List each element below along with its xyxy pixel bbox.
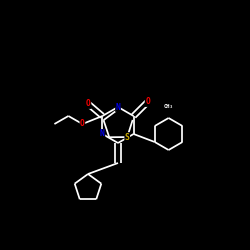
Text: O: O — [86, 100, 91, 108]
Text: N: N — [116, 102, 120, 112]
Text: N: N — [100, 130, 105, 138]
Text: O: O — [145, 98, 150, 106]
Text: CH₃: CH₃ — [164, 104, 173, 108]
Text: O: O — [80, 120, 85, 128]
Text: S: S — [125, 132, 130, 141]
